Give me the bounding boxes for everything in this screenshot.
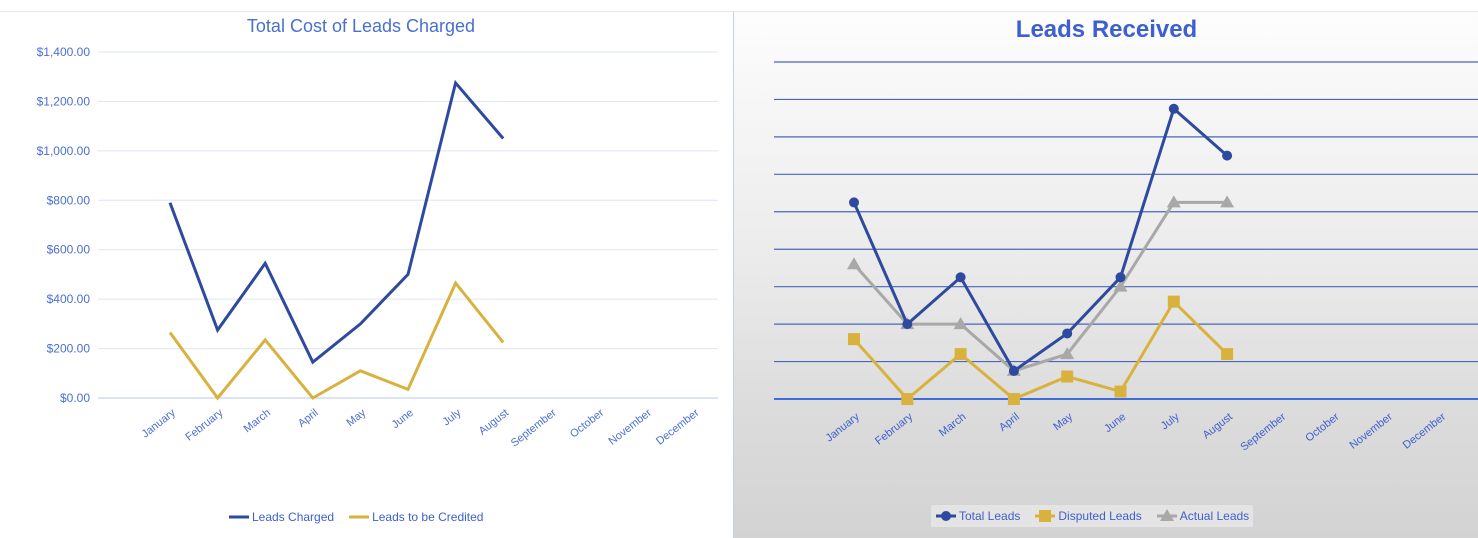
x-tick-label: March: [242, 407, 273, 435]
data-point-total-leads: [1008, 365, 1019, 376]
x-tick-label: February: [873, 411, 915, 448]
leads-received-chart-panel: Leads Received January February March April…: [733, 12, 1478, 538]
legend-swatch: [1035, 510, 1056, 522]
y-tick-label: $0.00: [60, 391, 90, 405]
top-divider: [0, 11, 1478, 12]
data-point-disputed-leads: [1061, 370, 1074, 383]
legend-marker: [1039, 510, 1052, 522]
data-point-total-leads: [1222, 150, 1233, 161]
x-tick-label: July: [441, 407, 464, 429]
x-tick-label: January: [824, 411, 863, 445]
series-line-disputed-leads: [852, 299, 1229, 402]
y-tick-label: $1,200.00: [37, 94, 91, 108]
legend-label: Disputed Leads: [1058, 509, 1142, 523]
leads-received-chart: January February March April May June July Augu…: [774, 61, 1478, 454]
x-tick-label: January: [140, 407, 179, 441]
legend-marker: [1159, 509, 1174, 521]
data-point-disputed-leads: [1114, 385, 1127, 398]
series-line-actual-leads: [852, 200, 1228, 373]
y-tick-label: $800.00: [47, 193, 91, 207]
data-point-disputed-leads: [1007, 393, 1020, 405]
x-tick-label: February: [183, 407, 225, 444]
y-tick-label: $400.00: [47, 292, 91, 306]
y-tick-label: $200.00: [47, 342, 91, 356]
y-tick-label: $1,400.00: [37, 45, 91, 59]
legend-item-actual-leads: Actual Leads: [1156, 509, 1249, 523]
data-point-total-leads: [955, 272, 966, 283]
x-tick-label: June: [390, 407, 416, 431]
legend-item-leads-to-be-credited: Leads to be Credited: [348, 510, 483, 524]
x-tick-label: September: [1238, 411, 1288, 454]
legend-swatch: [349, 515, 370, 519]
data-point-disputed-leads: [848, 333, 860, 346]
data-point-actual-leads: [1113, 279, 1128, 292]
y-tick-label: $1,000.00: [37, 144, 91, 158]
x-tick-label: November: [606, 407, 654, 448]
data-point-total-leads: [1115, 272, 1126, 283]
x-tick-label: May: [1051, 411, 1075, 434]
x-tick-label: April: [997, 411, 1022, 434]
legend-label: Leads to be Credited: [372, 510, 484, 524]
chart-title: Total Cost of Leads Charged: [246, 16, 476, 36]
chart-legend: Total Leads Disputed Leads Actual Leads: [931, 505, 1254, 527]
x-tick-label: December: [654, 407, 702, 448]
legend-swatch: [1156, 509, 1177, 521]
series-line-leads-to-be-credited: [168, 280, 505, 401]
legend-item-disputed-leads: Disputed Leads: [1034, 509, 1142, 523]
legend-item-total-leads: Total Leads: [935, 509, 1020, 523]
x-tick-label: August: [1201, 411, 1235, 442]
data-point-disputed-leads: [901, 393, 914, 405]
data-point-actual-leads: [953, 317, 968, 330]
legend-item-leads-charged: Leads Charged: [228, 510, 334, 524]
x-tick-label: October: [568, 407, 606, 441]
legend-label: Leads Charged: [252, 510, 335, 524]
data-point-total-leads: [1168, 103, 1179, 114]
x-tick-label: March: [937, 411, 968, 439]
data-point-actual-leads: [1220, 195, 1235, 208]
leads-charged-chart: $0.00 $200.00 $400.00 $600.00 $800.00 $1,000.…: [37, 45, 718, 450]
legend-swatch: [936, 511, 956, 521]
data-point-total-leads: [849, 197, 859, 208]
data-point-actual-leads: [1060, 347, 1075, 360]
data-point-disputed-leads: [1167, 295, 1180, 308]
chart-title: Leads Received: [1015, 16, 1198, 43]
x-tick-label: May: [344, 407, 368, 430]
leads-charged-chart-panel: Total Cost of Leads Charged $0.00 $200.00…: [0, 12, 733, 538]
data-point-total-leads: [902, 319, 913, 330]
legend-label: Actual Leads: [1179, 509, 1250, 523]
series-line-leads-charged: [168, 79, 505, 365]
x-tick-label: July: [1159, 411, 1182, 433]
x-tick-label: August: [477, 407, 511, 438]
x-tick-label: April: [296, 407, 321, 430]
x-tick-label: October: [1303, 411, 1341, 445]
x-tick-label: November: [1347, 411, 1395, 452]
legend-swatch: [229, 515, 249, 519]
series-line-total-leads: [852, 106, 1229, 374]
chart-legend: Leads Charged Leads to be Credited: [228, 509, 483, 525]
data-point-disputed-leads: [954, 348, 967, 361]
y-tick-label: $600.00: [47, 243, 91, 257]
x-tick-label: September: [509, 407, 559, 450]
data-point-disputed-leads: [1221, 348, 1234, 361]
x-tick-label: June: [1102, 411, 1128, 435]
x-tick-label: December: [1401, 411, 1449, 452]
legend-marker: [941, 511, 951, 521]
legend-label: Total Leads: [959, 509, 1021, 523]
data-point-actual-leads: [847, 257, 861, 270]
data-point-actual-leads: [1166, 195, 1181, 208]
data-point-total-leads: [1062, 328, 1073, 339]
